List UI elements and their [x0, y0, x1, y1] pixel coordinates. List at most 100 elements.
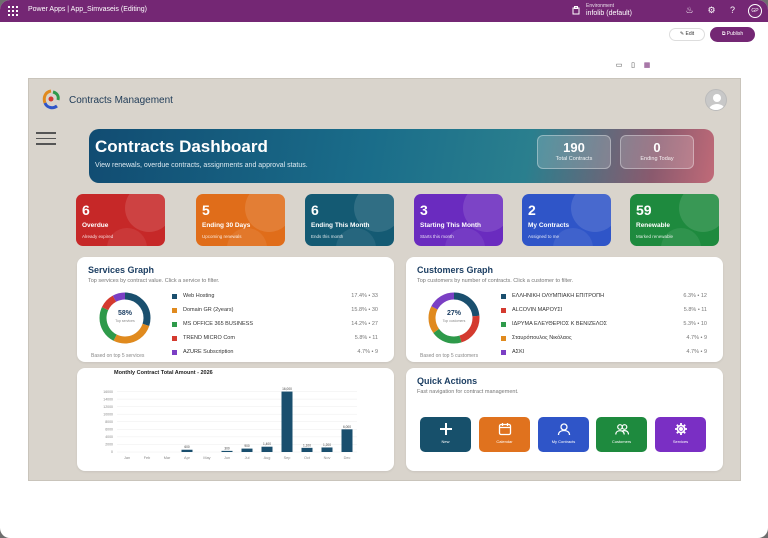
donut-slice[interactable]	[428, 292, 480, 344]
services-graph-title: Services Graph	[88, 265, 155, 275]
legend-name: Σταυρόπουλος Νικόλαος	[512, 335, 572, 341]
kpi-card-my-contracts[interactable]: 2 My Contracts Assigned to me	[522, 194, 611, 246]
legend-name: AZURE Subscription	[183, 349, 234, 355]
legend-swatch	[172, 350, 177, 355]
environment-value: infolib (default)	[586, 10, 632, 17]
legend-name: TREND MICRO Com	[183, 335, 235, 341]
legend-value: 5.8% • 11	[683, 307, 707, 313]
monthly-bar-chart: 0 2000 4000 6000 8000 10000 12000 14000 16000 Jan…	[103, 387, 357, 460]
legend-name: ΑΣΚΙ	[512, 349, 525, 355]
y-tick-label: 12000	[103, 405, 113, 409]
x-tick-label: Mar	[164, 456, 171, 460]
bar[interactable]	[181, 449, 193, 452]
bar[interactable]	[241, 448, 253, 452]
hero-banner: Contracts Dashboard View renewals, overd…	[89, 129, 714, 183]
bar[interactable]	[321, 447, 333, 452]
legend-item[interactable]: TREND MICRO Com 5.8% • 11	[172, 334, 390, 343]
bar[interactable]	[341, 429, 353, 452]
legend-item[interactable]: MS OFFICE 365 BUSINESS 14.2% • 27	[172, 320, 390, 329]
kpi-value: 6	[311, 202, 319, 218]
quick-action-label: My Contracts	[551, 439, 576, 444]
donut-slice[interactable]	[99, 292, 151, 344]
bar[interactable]	[221, 450, 233, 452]
customers-graph-subtitle: Top customers by number of contracts. Cl…	[417, 278, 574, 284]
legend-item[interactable]: Σταυρόπουλος Νικόλαος 4.7% • 9	[501, 334, 719, 343]
help-icon[interactable]: ?	[729, 5, 735, 15]
edit-button[interactable]: ✎ Edit	[669, 28, 705, 41]
stat-label: Ending Today	[640, 156, 674, 162]
kpi-card-ending-30-days[interactable]: 5 Ending 30 Days Upcoming renewals	[196, 194, 285, 246]
data-label: 1,100	[303, 443, 311, 447]
kpi-sublabel: Ends this month	[311, 234, 344, 239]
x-tick-label: Dec	[344, 456, 351, 460]
decorative-circle	[107, 228, 147, 246]
donut-slice[interactable]	[99, 292, 151, 344]
bar[interactable]	[261, 446, 273, 452]
quick-action-my-contracts-button[interactable]: My Contracts	[538, 417, 589, 452]
app-launcher-icon[interactable]	[8, 6, 18, 16]
legend-swatch	[172, 308, 177, 313]
services-graph-card: Services Graph Top services by contract …	[77, 257, 394, 362]
legend-item[interactable]: ΙΔΡΥΜΑ ΕΛΕΥΘΕΡΙΟΣ Κ ΒΕΝΙΖΕΛΟΣ 5.3% • 10	[501, 320, 719, 329]
legend-swatch	[501, 294, 506, 299]
kpi-card-renewable[interactable]: 59 Renewable Marked renewable	[630, 194, 719, 246]
window-title: Power Apps | App_Simvaseis (Editing)	[28, 6, 147, 13]
legend-item[interactable]: Domain GR (2years) 15.8% • 30	[172, 306, 390, 315]
y-tick-label: 6000	[105, 428, 113, 432]
bar[interactable]	[301, 447, 313, 452]
plus-icon	[420, 422, 471, 436]
kpi-card-starting-this-month[interactable]: 3 Starting This Month Starts this month	[414, 194, 503, 246]
legend-item[interactable]: ΕΛΛΗΝΙΚΗ ΟΛΥΜΠΙΑΚΗ ΕΠΙΤΡΟΠΗ 6.3% • 12	[501, 292, 719, 301]
x-tick-label: Jul	[245, 456, 250, 460]
environment-selector[interactable]: Environment infolib (default)	[586, 3, 632, 17]
bar[interactable]	[281, 391, 293, 452]
hamburger-menu-icon[interactable]	[36, 132, 56, 146]
kpi-sublabel: Marked renewable	[636, 234, 674, 239]
decorative-circle	[336, 228, 376, 246]
top-bar: Power Apps | App_Simvaseis (Editing) Env…	[0, 0, 768, 22]
legend-item[interactable]: ALCOVIN ΜΑΡΟΥΣΙ 5.8% • 11	[501, 306, 719, 315]
device-toolbar: ▭ ▯ ▦	[612, 59, 658, 75]
quick-action-calendar-button[interactable]: Calendar	[479, 417, 530, 452]
donut-slice[interactable]	[428, 292, 480, 344]
phone-icon[interactable]: ▯	[631, 62, 635, 69]
legend-swatch	[501, 350, 506, 355]
calendar-icon[interactable]: ▦	[643, 62, 651, 69]
customers-donut-sublabel: Top customers	[442, 319, 466, 323]
quick-action-new-button[interactable]: New	[420, 417, 471, 452]
customers-graph-card: Customers Graph Top customers by number …	[406, 257, 723, 362]
quick-actions-subtitle: Fast navigation for contract management.	[417, 389, 519, 395]
legend-name: ΕΛΛΗΝΙΚΗ ΟΛΥΜΠΙΑΚΗ ΕΠΙΤΡΟΠΗ	[512, 293, 605, 299]
kpi-card-ending-this-month[interactable]: 6 Ending This Month Ends this month	[305, 194, 394, 246]
donut-slice[interactable]	[428, 292, 480, 344]
quick-action-services-button[interactable]: Services	[655, 417, 706, 452]
quick-action-customers-button[interactable]: Customers	[596, 417, 647, 452]
legend-item[interactable]: Web Hosting 17.4% • 33	[172, 292, 390, 301]
y-tick-label: 16000	[103, 390, 113, 394]
legend-value: 5.3% • 10	[683, 321, 707, 327]
decorative-circle	[445, 228, 485, 246]
publish-button[interactable]: ⧉ Publish	[710, 27, 755, 42]
donut-slice[interactable]	[99, 292, 151, 344]
user-avatar-icon[interactable]	[705, 89, 727, 111]
kpi-value: 3	[420, 202, 428, 218]
legend-value: 15.8% • 30	[351, 307, 378, 313]
legend-swatch	[172, 294, 177, 299]
desktop-icon[interactable]: ▭	[615, 62, 623, 69]
services-donut-chart[interactable]	[97, 290, 153, 346]
customers-graph-title: Customers Graph	[417, 265, 494, 275]
legend-swatch	[501, 308, 506, 313]
avatar[interactable]: GP	[748, 4, 762, 18]
gear-icon[interactable]: ⚙	[707, 5, 716, 15]
customers-donut-chart[interactable]	[426, 290, 482, 346]
kpi-card-overdue[interactable]: 6 Overdue Already expired	[76, 194, 165, 246]
data-label: 300	[224, 446, 230, 450]
legend-item[interactable]: AZURE Subscription 4.7% • 9	[172, 348, 390, 357]
x-tick-label: Sep	[284, 456, 291, 460]
kpi-sublabel: Upcoming renewals	[202, 234, 242, 239]
legend-item[interactable]: ΑΣΚΙ 4.7% • 9	[501, 348, 719, 357]
donut-slice[interactable]	[428, 292, 480, 344]
y-tick-label: 14000	[103, 397, 113, 401]
bell-icon[interactable]: ♨	[685, 5, 694, 15]
